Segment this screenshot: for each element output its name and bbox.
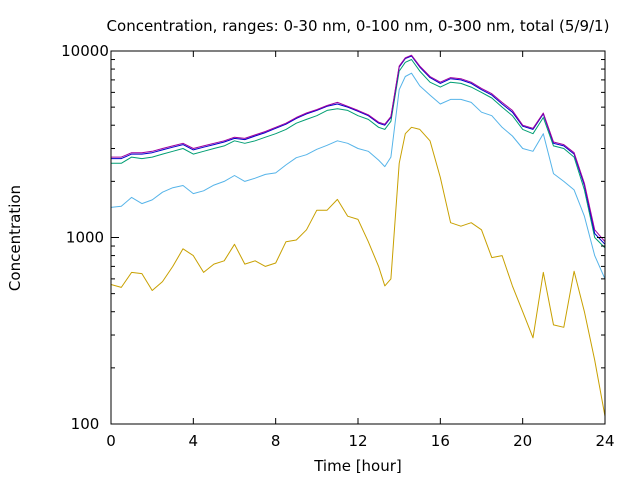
series-line-5 xyxy=(111,54,606,243)
y-tick-label: 1000 xyxy=(66,229,104,247)
chart-title: Concentration, ranges: 0-30 nm, 0-100 nm… xyxy=(107,17,610,35)
y-tick-label: 100 xyxy=(71,415,100,433)
plot-frame xyxy=(110,50,606,425)
series-line-2 xyxy=(110,72,606,280)
series-line-4 xyxy=(111,55,606,245)
tick-layer: 0 4 8 12 16 20 24 100 1000 10000 xyxy=(61,42,614,450)
x-tick-label: 24 xyxy=(595,432,614,450)
y-tick-label: 10000 xyxy=(61,42,109,60)
series-line-3 xyxy=(111,59,606,249)
x-tick-label: 0 xyxy=(106,432,116,450)
x-tick-label: 4 xyxy=(189,432,199,450)
series-line-1 xyxy=(110,126,606,417)
x-tick-label: 12 xyxy=(348,432,367,450)
x-axis-label: Time [hour] xyxy=(313,457,402,475)
y-axis-label: Concentration xyxy=(6,185,24,291)
series-layer xyxy=(110,54,606,417)
x-tick-label: 20 xyxy=(513,432,532,450)
x-tick-label: 8 xyxy=(271,432,281,450)
x-tick-label: 16 xyxy=(431,432,450,450)
